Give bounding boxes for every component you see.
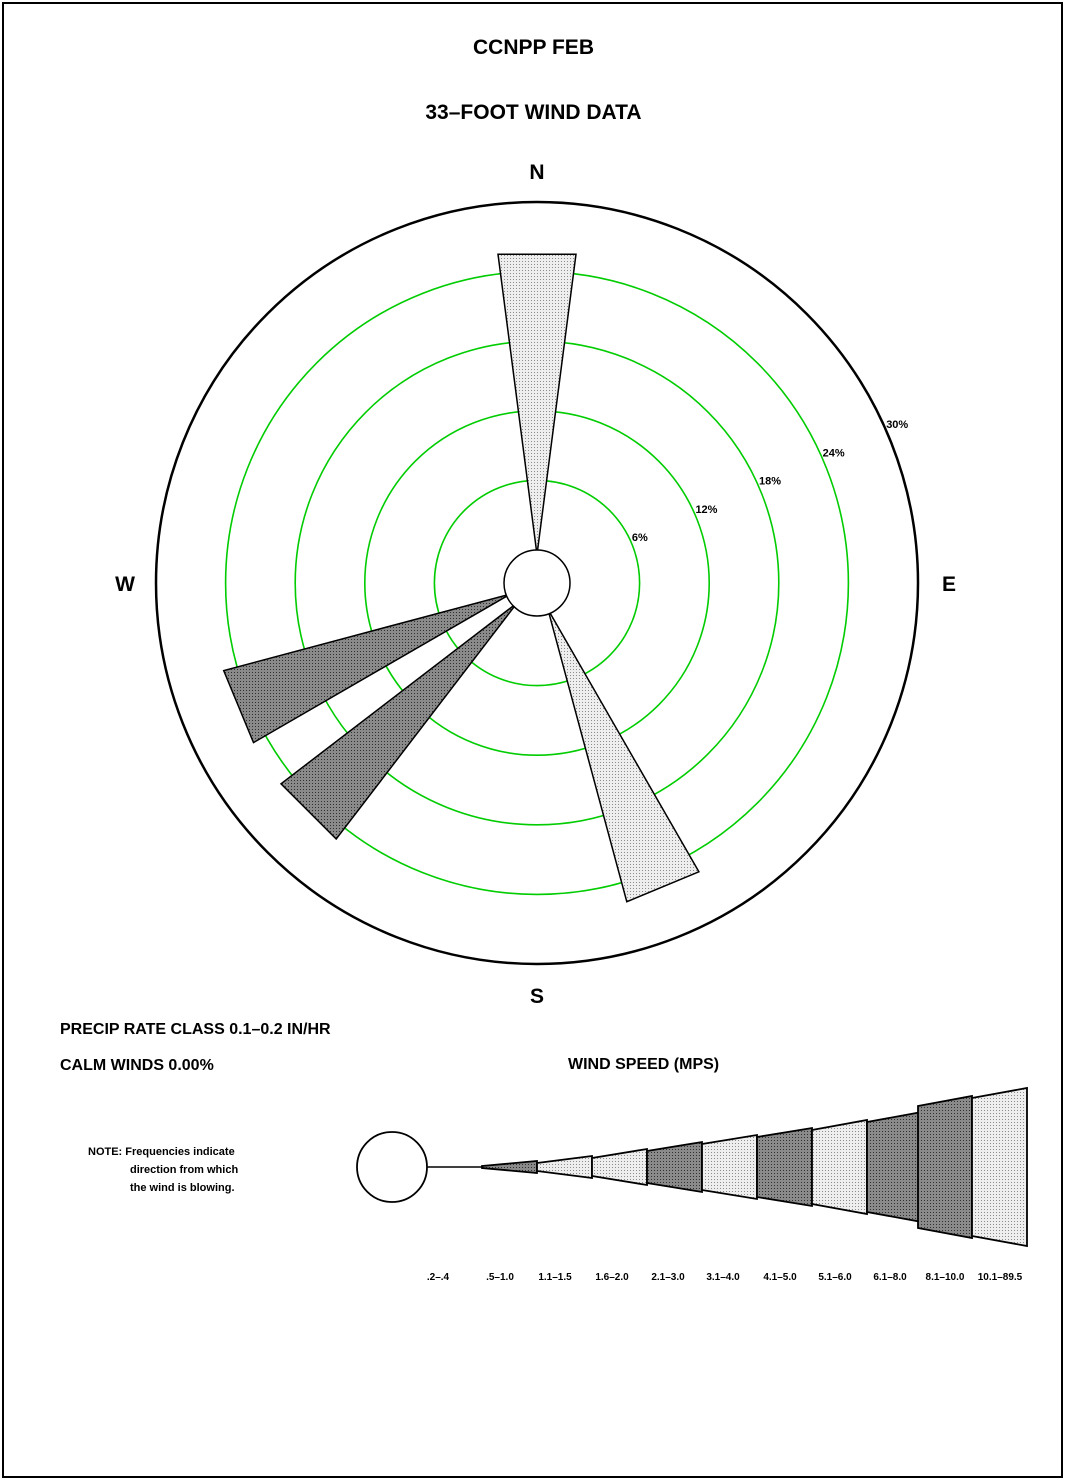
legend-class-label: .5–1.0 (486, 1272, 514, 1283)
legend-title: WIND SPEED (MPS) (568, 1056, 720, 1073)
legend-class-label: 8.1–10.0 (926, 1272, 965, 1283)
petal-sse (548, 612, 700, 903)
note-line-3: the wind is blowing. (130, 1182, 235, 1194)
compass-label-e: E (942, 573, 956, 596)
legend-swatch (811, 1118, 868, 1216)
precip-rate-label: PRECIP RATE CLASS 0.1–0.2 IN/HR (60, 1021, 331, 1038)
legend-swatch (866, 1110, 923, 1224)
calm-winds-label: CALM WINDS 0.00% (60, 1057, 214, 1074)
legend-swatch (701, 1133, 758, 1201)
legend-swatch (536, 1154, 593, 1180)
legend-calm-circle (356, 1131, 428, 1203)
ring-label: 12% (695, 504, 717, 516)
note-text: NOTE: Frequencies indicate direction fro… (88, 1143, 238, 1197)
note-line-2: direction from which (130, 1164, 239, 1176)
legend-class-label: 1.1–1.5 (538, 1272, 572, 1283)
legend-swatch (756, 1126, 813, 1208)
legend-class-label: 1.6–2.0 (595, 1272, 629, 1283)
ring-label: 6% (632, 532, 648, 544)
legend-swatch (646, 1140, 703, 1194)
legend-class-label: 2.1–3.0 (651, 1272, 685, 1283)
note-line-1: NOTE: Frequencies indicate (88, 1146, 235, 1158)
legend-class-label: 3.1–4.0 (706, 1272, 740, 1283)
legend-class-label: 4.1–5.0 (763, 1272, 797, 1283)
petal-n (497, 253, 577, 551)
legend-swatch (591, 1147, 648, 1187)
legend-class-label: .2–.4 (427, 1272, 450, 1283)
legend-class-label: 10.1–89.5 (978, 1272, 1023, 1283)
calm-center-circle (503, 549, 571, 617)
ring-label: 24% (823, 447, 845, 459)
compass-label-s: S (530, 985, 544, 1008)
legend-class-label: 6.1–8.0 (873, 1272, 907, 1283)
ring-label: 18% (759, 476, 781, 488)
ring-label: 30% (886, 419, 908, 431)
legend-swatch (971, 1086, 1028, 1248)
legend-swatch (481, 1160, 538, 1174)
chart-subtitle: 33–FOOT WIND DATA (425, 101, 642, 124)
outer-ring (154, 200, 920, 966)
chart-title: CCNPP FEB (473, 36, 594, 59)
compass-label-w: W (115, 573, 135, 596)
legend-class-label: 5.1–6.0 (818, 1272, 852, 1283)
compass-label-n: N (529, 161, 544, 184)
legend-swatch (917, 1094, 973, 1240)
